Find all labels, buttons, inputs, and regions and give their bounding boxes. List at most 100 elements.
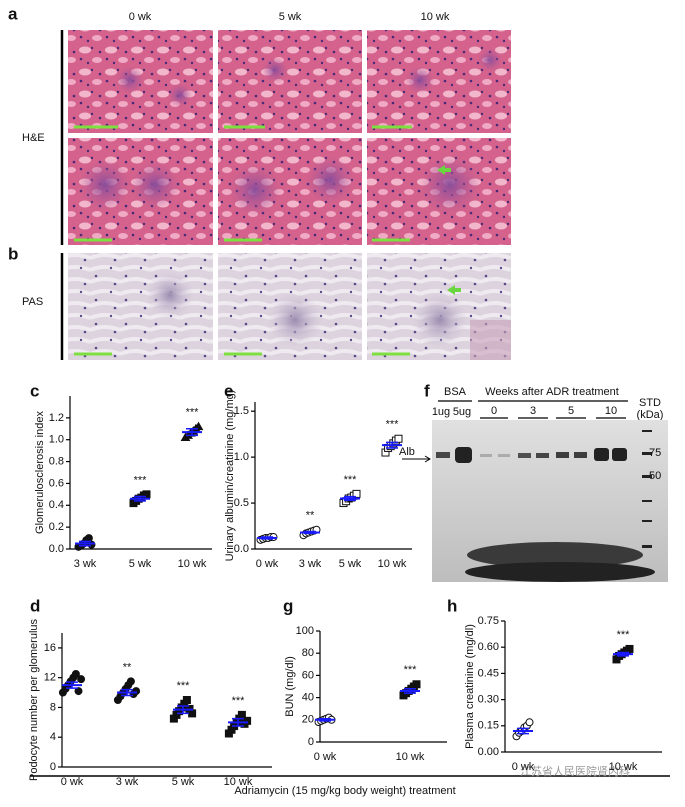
error-bar <box>344 495 356 502</box>
significance: *** <box>344 474 358 486</box>
error-bar <box>304 530 316 535</box>
point <box>193 421 204 431</box>
panel-label: a <box>8 4 18 23</box>
y-tick-label: 1.5 <box>234 405 249 417</box>
x-tick-label: 0 wk <box>256 558 279 570</box>
y-tick-label: 0.30 <box>478 694 499 706</box>
dot-plot: 0 20 40 60 80 100 BUN (mg/dl) 0 wk 10 wk *** <box>284 625 447 763</box>
error-bar <box>517 727 529 735</box>
significance: *** <box>134 474 148 486</box>
y-tick-label: 0.8 <box>49 455 64 467</box>
y-axis-label: Urinary albumin/creatinine (mg/mg) <box>224 390 236 562</box>
point <box>525 718 534 727</box>
x-tick-label: 5 wk <box>172 776 195 788</box>
y-tick-label: 60 <box>302 669 314 681</box>
y-tick-label: 0.15 <box>478 720 499 732</box>
error-bar <box>232 717 244 727</box>
y-tick-label: 0.75 <box>478 615 499 627</box>
micrographs <box>68 30 511 360</box>
y-tick-label: 0.0 <box>234 543 249 555</box>
row-label: PAS <box>22 296 43 308</box>
y-tick-label: 8 <box>50 701 56 713</box>
marker-label: 50 <box>649 470 661 482</box>
panel-label: d <box>30 596 40 615</box>
y-tick-label: 0.2 <box>49 521 64 533</box>
dot-plot: 0.0 0.2 0.4 0.6 0.8 1.0 1.2Glomerulosclerosis … <box>34 396 212 570</box>
y-axis-label: BUN (mg/dl) <box>284 656 296 717</box>
y-tick-label: 0.45 <box>478 667 499 679</box>
marker-label: 75 <box>649 447 661 459</box>
dot-plot: 0 4 8 12 16 Podocyte number per glomerulus 0 w… <box>28 618 272 788</box>
panel-label: e <box>224 381 233 400</box>
x-tick-label: 0 wk <box>61 776 84 788</box>
error-bar <box>386 441 398 449</box>
y-tick-label: 100 <box>296 625 314 637</box>
x-tick-label: 5 wk <box>339 558 362 570</box>
x-tick-label: 3 wk <box>299 558 322 570</box>
significance: ** <box>306 510 315 522</box>
y-tick-label: 0.6 <box>49 477 64 489</box>
column-label: 0 wk <box>129 11 152 23</box>
panel-label: h <box>447 596 457 615</box>
significance: *** <box>186 407 200 419</box>
y-tick-label: 0 <box>308 736 314 748</box>
panel-label: c <box>30 381 39 400</box>
y-axis-label: Plasma creatinine (mg/dl) <box>464 624 476 749</box>
point <box>625 644 634 653</box>
std-label: STD <box>639 397 661 409</box>
x-tick-label: 0 wk <box>314 751 337 763</box>
point <box>188 709 197 718</box>
significance: *** <box>386 419 400 431</box>
x-tick-label: 10 wk <box>378 558 407 570</box>
gel-group: BSA <box>444 386 467 398</box>
error-bar <box>177 705 189 715</box>
y-tick-label: 0.00 <box>478 746 499 758</box>
gel-brackets <box>438 400 628 419</box>
error-bar <box>134 495 146 502</box>
point <box>87 540 96 549</box>
error-bar <box>121 688 133 697</box>
panel-label: g <box>283 596 293 615</box>
footer: Adriamycin (15 mg/kg body weight) treatm… <box>234 785 455 797</box>
gel-group: Weeks after ADR treatment <box>485 386 619 398</box>
significance: ** <box>123 661 132 673</box>
lane-label: 0 <box>491 405 497 417</box>
point <box>126 677 135 686</box>
error-bar <box>617 651 629 657</box>
lane-label: 10 <box>605 405 617 417</box>
lane-label: 5 <box>568 405 574 417</box>
lane-label: 1ug <box>432 406 450 418</box>
y-tick-label: 4 <box>50 731 56 743</box>
y-tick-label: 1.2 <box>49 412 64 424</box>
y-tick-label: 0 <box>50 761 56 773</box>
significance: *** <box>177 680 191 692</box>
x-tick-label: 10 wk <box>609 761 638 773</box>
error-bar <box>79 540 91 547</box>
significance: *** <box>617 629 631 641</box>
y-tick-label: 20 <box>302 714 314 726</box>
y-tick-label: 1.0 <box>49 434 64 446</box>
lane-label: 3 <box>530 405 536 417</box>
x-tick-label: 3 wk <box>116 776 139 788</box>
point <box>84 534 93 543</box>
error-bar <box>319 717 331 722</box>
x-tick-label: 0 wk <box>512 761 535 773</box>
y-tick-label: 12 <box>44 672 56 684</box>
x-tick-label: 10 wk <box>396 751 425 763</box>
point <box>71 669 80 678</box>
gel-image <box>432 420 668 582</box>
panel-label: f <box>424 381 430 400</box>
point <box>412 680 421 689</box>
band-arrow <box>402 455 431 463</box>
y-tick-label: 0.4 <box>49 499 64 511</box>
column-label: 5 wk <box>279 11 302 23</box>
y-tick-label: 1.0 <box>234 451 249 463</box>
point <box>74 687 83 696</box>
x-tick-label: 10 wk <box>224 776 253 788</box>
point <box>182 696 191 704</box>
lane-label: 5ug <box>453 406 471 418</box>
y-tick-label: 16 <box>44 642 56 654</box>
